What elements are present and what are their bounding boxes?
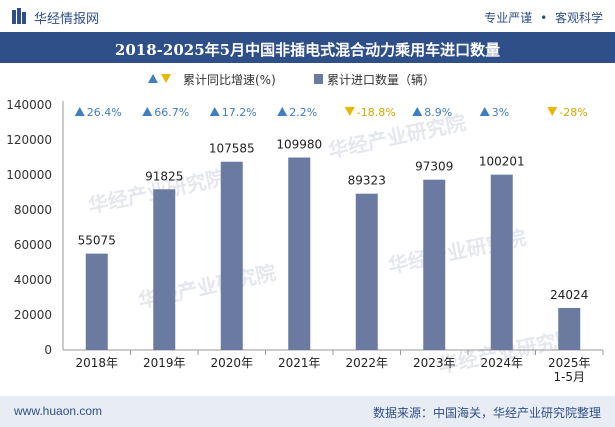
footer-website: www.huaon.com: [14, 404, 103, 418]
x-tick-label: 2025年: [548, 356, 591, 370]
top-bar: 华经情报网 专业严谨 • 客观科学: [0, 0, 615, 32]
bar-value-label: 55075: [78, 234, 116, 248]
x-tick-label: 2023年: [413, 356, 456, 370]
growth-label: 3%: [492, 106, 509, 119]
chart-title: 2018-2025年5月中国非插电式混合动力乘用车进口数量: [114, 41, 501, 59]
bar: [153, 189, 176, 350]
brand-name: 华经情报网: [34, 12, 100, 27]
y-tick-label: 100000: [6, 168, 52, 182]
growth-label: 8.9%: [424, 106, 452, 119]
growth-label: -18.8%: [357, 106, 396, 119]
growth-label: 26.4%: [87, 106, 122, 119]
footer: www.huaon.com 数据来源：中国海关，华经产业研究院整理: [0, 396, 615, 427]
x-tick-label: 2021年: [278, 356, 321, 370]
y-tick-label: 0: [44, 343, 52, 357]
bar: [288, 157, 311, 350]
growth-label: 66.7%: [154, 106, 189, 119]
title-bar: 2018-2025年5月中国非插电式混合动力乘用车进口数量: [0, 32, 615, 63]
bar: [558, 307, 581, 350]
bar: [490, 174, 513, 350]
growth-down-marker: [344, 107, 355, 116]
bar: [355, 193, 378, 350]
y-tick-label: 120000: [6, 133, 52, 147]
footer-source: 数据来源：中国海关，华经产业研究院整理: [372, 406, 601, 420]
growth-up-marker: [74, 107, 85, 116]
logo-icon: [12, 8, 26, 24]
bar-value-label: 107585: [209, 142, 255, 156]
tagline-professional: 专业严谨: [484, 11, 533, 25]
x-tick-label: 2019年: [143, 356, 186, 370]
tagline: 专业严谨 • 客观科学: [480, 9, 603, 26]
growth-label: 17.2%: [222, 106, 257, 119]
y-tick-label: 140000: [6, 98, 52, 112]
y-tick-label: 40000: [14, 273, 52, 287]
growth-label: -28%: [559, 106, 587, 119]
y-tick-label: 60000: [14, 238, 52, 252]
y-tick-label: 80000: [14, 203, 52, 217]
growth-label: 2.2%: [289, 106, 317, 119]
bar: [220, 161, 243, 350]
legend-count-label: 累计进口数量（辆）: [327, 72, 435, 87]
y-tick-label: 20000: [14, 308, 52, 322]
growth-down-marker: [547, 107, 558, 116]
bar-value-label: 109980: [276, 138, 322, 152]
bar-value-label: 97309: [415, 160, 453, 174]
bar-value-label: 100201: [479, 155, 525, 169]
growth-up-marker: [277, 107, 288, 116]
growth-up-marker: [479, 107, 490, 116]
bar-value-label: 91825: [145, 169, 183, 183]
chart: 华经产业研究院华经产业研究院华经产业研究院华经产业研究院华经产业研究院累计同比增…: [6, 72, 604, 384]
tagline-dot: •: [540, 11, 548, 25]
growth-up-marker: [142, 107, 153, 116]
growth-up-marker: [209, 107, 220, 116]
x-tick-label: 2024年: [480, 356, 523, 370]
legend-bar-swatch: [314, 74, 323, 84]
bar: [85, 253, 108, 350]
legend-up-triangle: [148, 74, 158, 83]
tagline-objective: 客观科学: [554, 11, 603, 25]
x-tick-label: 1-5月: [553, 370, 585, 384]
bar: [423, 179, 446, 350]
x-tick-label: 2022年: [345, 356, 388, 370]
bar-value-label: 89323: [348, 174, 386, 188]
bar-value-label: 24024: [550, 288, 588, 302]
x-tick-label: 2020年: [210, 356, 253, 370]
legend-down-triangle: [161, 74, 171, 83]
legend-growth-label: 累计同比增速(%): [183, 73, 276, 87]
x-tick-label: 2018年: [75, 356, 118, 370]
growth-up-marker: [412, 107, 423, 116]
